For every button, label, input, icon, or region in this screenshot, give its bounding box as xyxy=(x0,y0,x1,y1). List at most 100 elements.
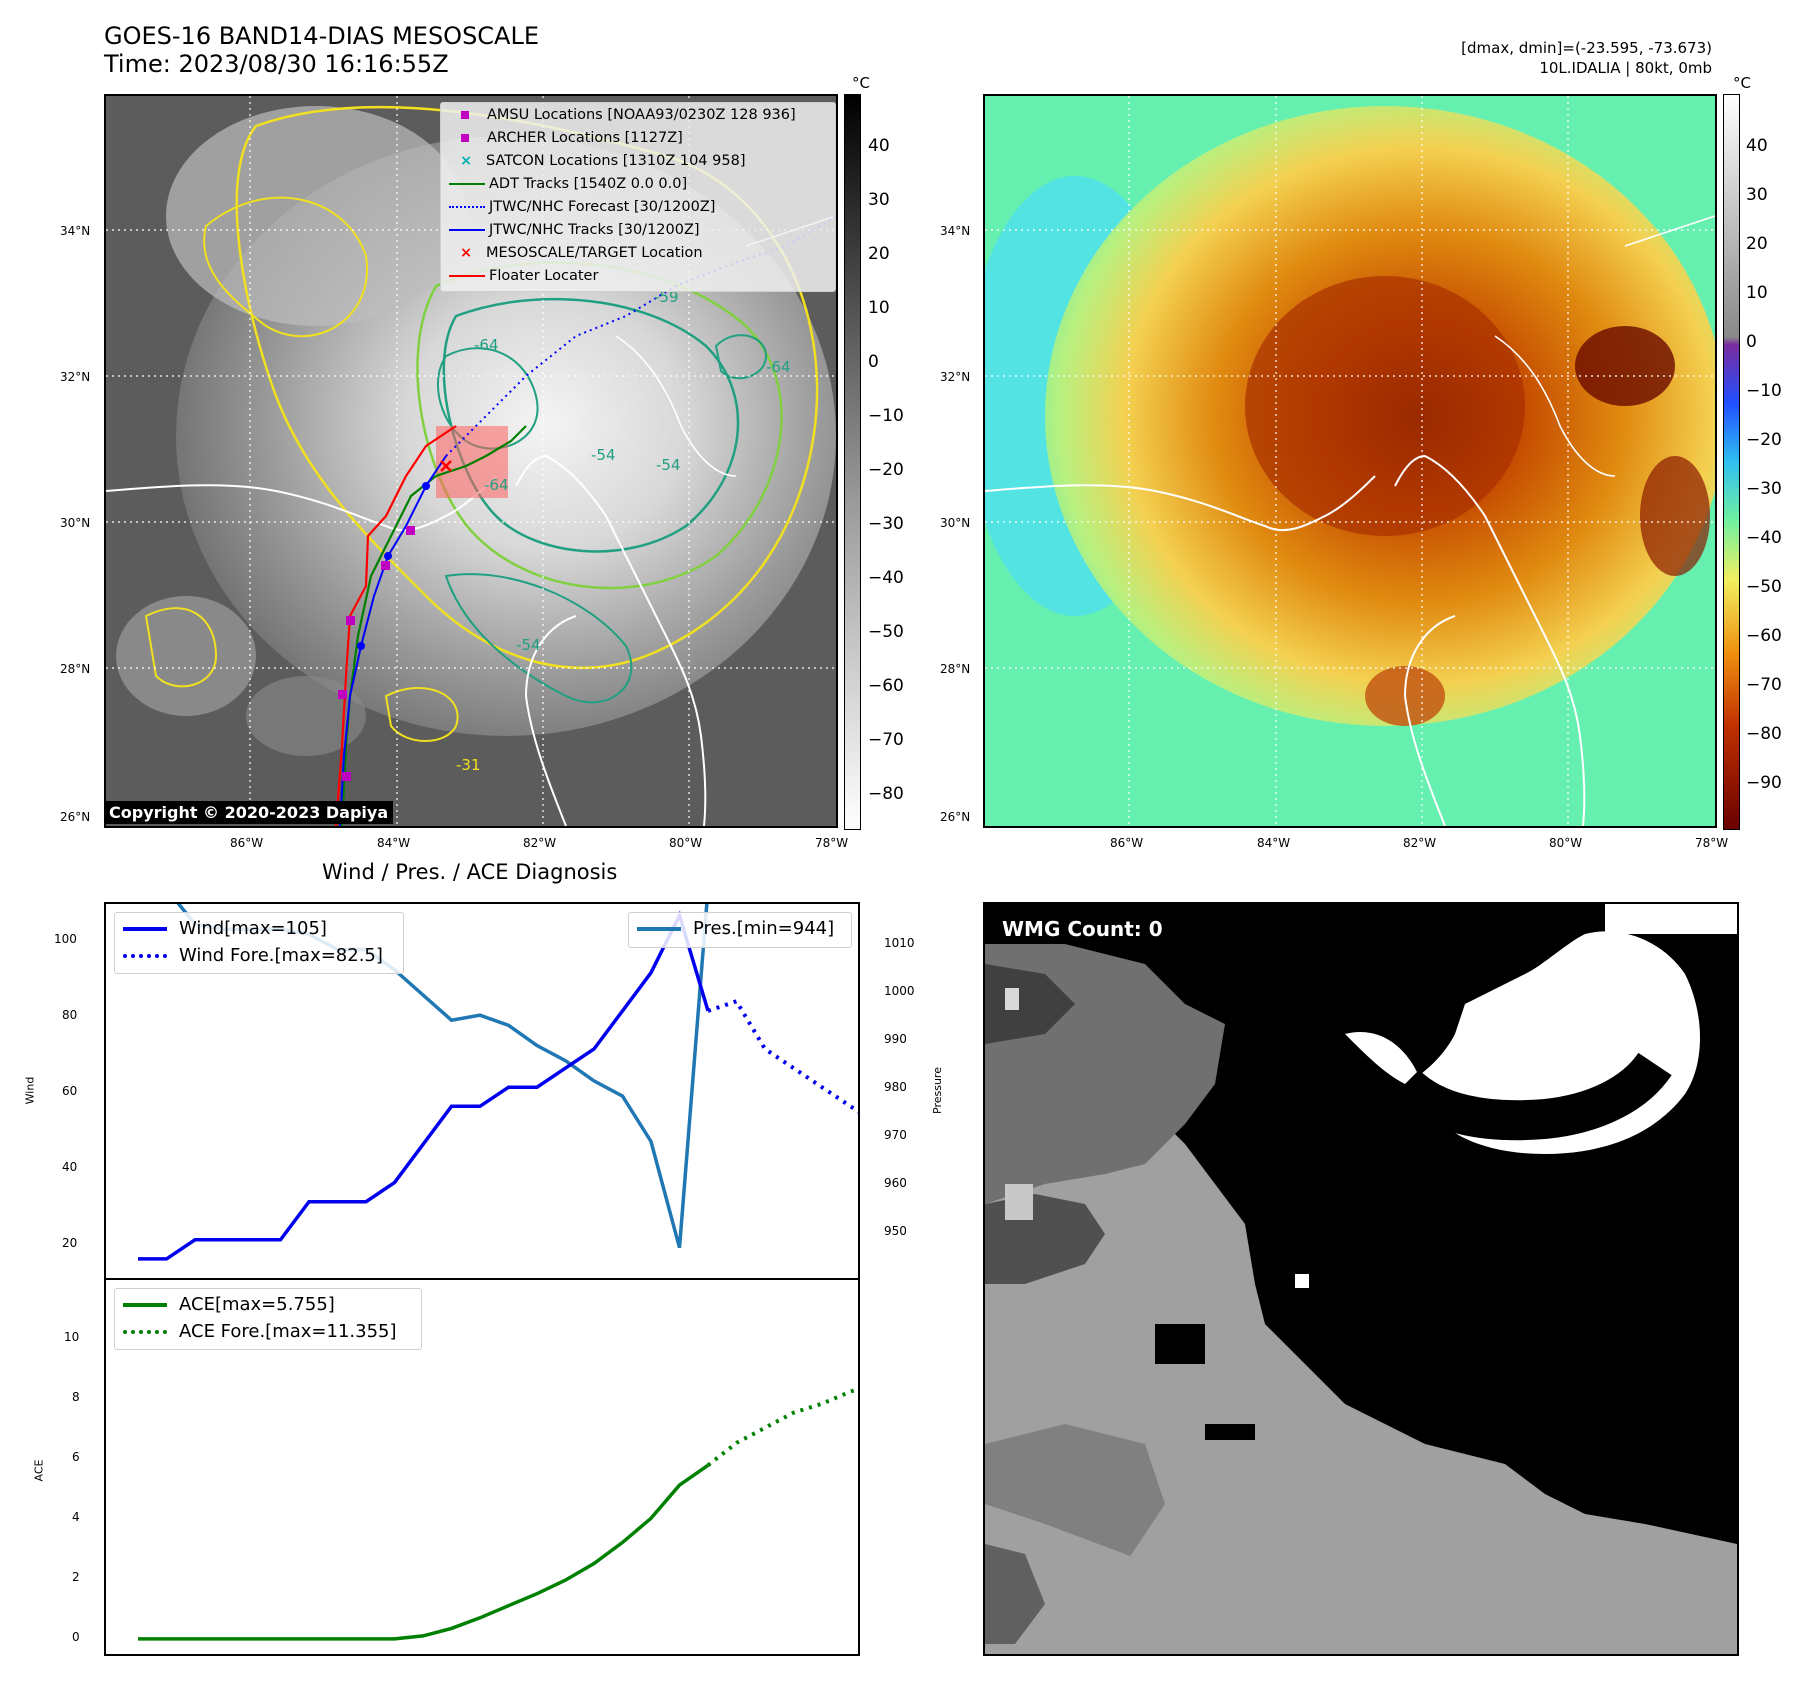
colorbar-tick: −30 xyxy=(868,514,904,534)
ace-series-line xyxy=(138,1463,709,1641)
contour-label: -64 xyxy=(474,336,499,354)
ir-grayscale-map: -64 -64 -64 -54 -54 -59 -54 -31 AMSU Loc… xyxy=(104,94,838,828)
legend-entry-ace: ACE[max=5.755] xyxy=(123,1294,335,1315)
contour-label: -31 xyxy=(456,756,481,774)
ace-axis-label: ACE xyxy=(32,1459,46,1482)
pressure-tick: 980 xyxy=(884,1080,907,1094)
colorbar-tick: −50 xyxy=(868,622,904,642)
colorbar-tick: 0 xyxy=(1746,332,1757,352)
legend-entry-adt: ADT Tracks [1540Z 0.0 0.0] xyxy=(449,176,687,192)
lon-tick: 86°W xyxy=(1110,836,1144,850)
colorbar-tick: −10 xyxy=(868,406,904,426)
colorbar-tick: 20 xyxy=(868,244,890,264)
contour-label: -54 xyxy=(656,456,681,474)
ir-color-imagery xyxy=(985,96,1715,826)
ace-tick: 4 xyxy=(72,1510,80,1524)
colorbar-tick: −30 xyxy=(1746,479,1782,499)
ir-color-map xyxy=(983,94,1717,828)
ace-tick: 8 xyxy=(72,1390,80,1404)
colorbar-tick: −60 xyxy=(1746,626,1782,646)
colorbar-tick: −10 xyxy=(1746,381,1782,401)
colorbar-tick: −20 xyxy=(1746,430,1782,450)
colorbar-tick: −60 xyxy=(868,676,904,696)
colorbar-tick: −90 xyxy=(1746,773,1782,793)
lon-tick: 84°W xyxy=(1257,836,1291,850)
pressure-tick: 970 xyxy=(884,1128,907,1142)
pressure-tick: 960 xyxy=(884,1176,907,1190)
wind-legend: Wind[max=105] Wind Fore.[max=82.5] xyxy=(114,912,404,974)
colorbar-tick: −80 xyxy=(1746,724,1782,744)
lat-tick: 28°N xyxy=(940,662,971,676)
lat-tick: 32°N xyxy=(940,370,971,384)
lon-tick: 78°W xyxy=(815,836,849,850)
gray-colorbar xyxy=(844,94,861,830)
ace-legend: ACE[max=5.755] ACE Fore.[max=11.355] xyxy=(114,1288,422,1350)
lon-tick: 82°W xyxy=(1403,836,1437,850)
legend-entry-forecast: JTWC/NHC Forecast [30/1200Z] xyxy=(449,199,715,215)
ace-tick: 6 xyxy=(72,1450,80,1464)
legend-entry-target: × MESOSCALE/TARGET Location xyxy=(460,245,703,261)
wmg-panel xyxy=(983,902,1739,1656)
title-line-2: Time: 2023/08/30 16:16:55Z xyxy=(104,50,449,78)
storm-info: [dmax, dmin]=(-23.595, -73.673) 10L.IDAL… xyxy=(1461,38,1712,78)
contour-label: -64 xyxy=(766,358,791,376)
lat-tick: 32°N xyxy=(60,370,91,384)
colorbar-tick: −20 xyxy=(868,460,904,480)
wmg-imagery xyxy=(985,904,1737,1654)
contour-label: -64 xyxy=(484,476,509,494)
wind-pressure-plot: Wind[max=105] Wind Fore.[max=82.5] Pres.… xyxy=(104,902,860,1280)
legend-entry-ace-fore: ACE Fore.[max=11.355] xyxy=(123,1321,397,1342)
wind-series-line xyxy=(138,910,710,1261)
colorbar-tick: −40 xyxy=(1746,528,1782,548)
ace-tick: 0 xyxy=(72,1630,80,1644)
lat-tick: 30°N xyxy=(60,516,91,530)
legend-entry-wind-fore: Wind Fore.[max=82.5] xyxy=(123,945,383,966)
lat-tick: 30°N xyxy=(940,516,971,530)
legend-entry-pressure: Pres.[min=944] xyxy=(637,918,834,939)
pressure-tick: 950 xyxy=(884,1224,907,1238)
wind-tick: 60 xyxy=(62,1084,78,1098)
colorbar-tick: 40 xyxy=(1746,136,1768,156)
colorbar-tick: 10 xyxy=(868,298,890,318)
legend-entry-floater: Floater Locater xyxy=(449,268,598,284)
colorbar-tick: −50 xyxy=(1746,577,1782,597)
copyright-badge: Copyright © 2020-2023 Dapiya xyxy=(104,801,394,824)
ace-plot: ACE[max=5.755] ACE Fore.[max=11.355] xyxy=(104,1278,860,1656)
lon-tick: 78°W xyxy=(1695,836,1729,850)
title-line-1: GOES-16 BAND14-DIAS MESOSCALE xyxy=(104,22,540,50)
lon-tick: 80°W xyxy=(669,836,703,850)
storm-summary-text: 10L.IDALIA | 80kt, 0mb xyxy=(1539,59,1712,77)
wind-tick: 40 xyxy=(62,1160,78,1174)
ace-tick: 2 xyxy=(72,1570,80,1584)
legend-entry-amsu: AMSU Locations [NOAA93/0230Z 128 936] xyxy=(449,107,796,123)
colorbar-tick: 20 xyxy=(1746,234,1768,254)
wind-tick: 20 xyxy=(62,1236,78,1250)
legend-entry-tracks: JTWC/NHC Tracks [30/1200Z] xyxy=(449,222,700,238)
colorbar-tick: −70 xyxy=(1746,675,1782,695)
diagnosis-title: Wind / Pres. / ACE Diagnosis xyxy=(322,860,618,884)
colorbar-tick: −70 xyxy=(868,730,904,750)
colorbar-tick: 10 xyxy=(1746,283,1768,303)
colorbar-tick: −40 xyxy=(868,568,904,588)
lon-tick: 86°W xyxy=(230,836,264,850)
contour-label: -54 xyxy=(591,446,616,464)
wind-axis-label: Wind xyxy=(23,1076,37,1105)
legend-entry-satcon: × SATCON Locations [1310Z 104 958] xyxy=(460,153,746,169)
colorbar-tick: 0 xyxy=(868,352,879,372)
dmax-dmin-text: [dmax, dmin]=(-23.595, -73.673) xyxy=(1461,39,1712,57)
ace-svg xyxy=(138,1387,858,1641)
color-colorbar xyxy=(1723,94,1740,830)
colorbar-unit: °C xyxy=(1733,74,1751,92)
legend-entry-wind: Wind[max=105] xyxy=(123,918,327,939)
colorbar-tick: −80 xyxy=(868,784,904,804)
lon-tick: 84°W xyxy=(377,836,411,850)
pressure-tick: 1010 xyxy=(884,936,915,950)
lat-tick: 34°N xyxy=(60,224,91,238)
contour-label: -54 xyxy=(516,636,541,654)
colorbar-tick: 40 xyxy=(868,136,890,156)
track-legend: AMSU Locations [NOAA93/0230Z 128 936] AR… xyxy=(440,102,836,292)
lon-tick: 82°W xyxy=(523,836,557,850)
wind-tick: 100 xyxy=(54,932,77,946)
colorbar-tick: 30 xyxy=(868,190,890,210)
wind-tick: 80 xyxy=(62,1008,78,1022)
